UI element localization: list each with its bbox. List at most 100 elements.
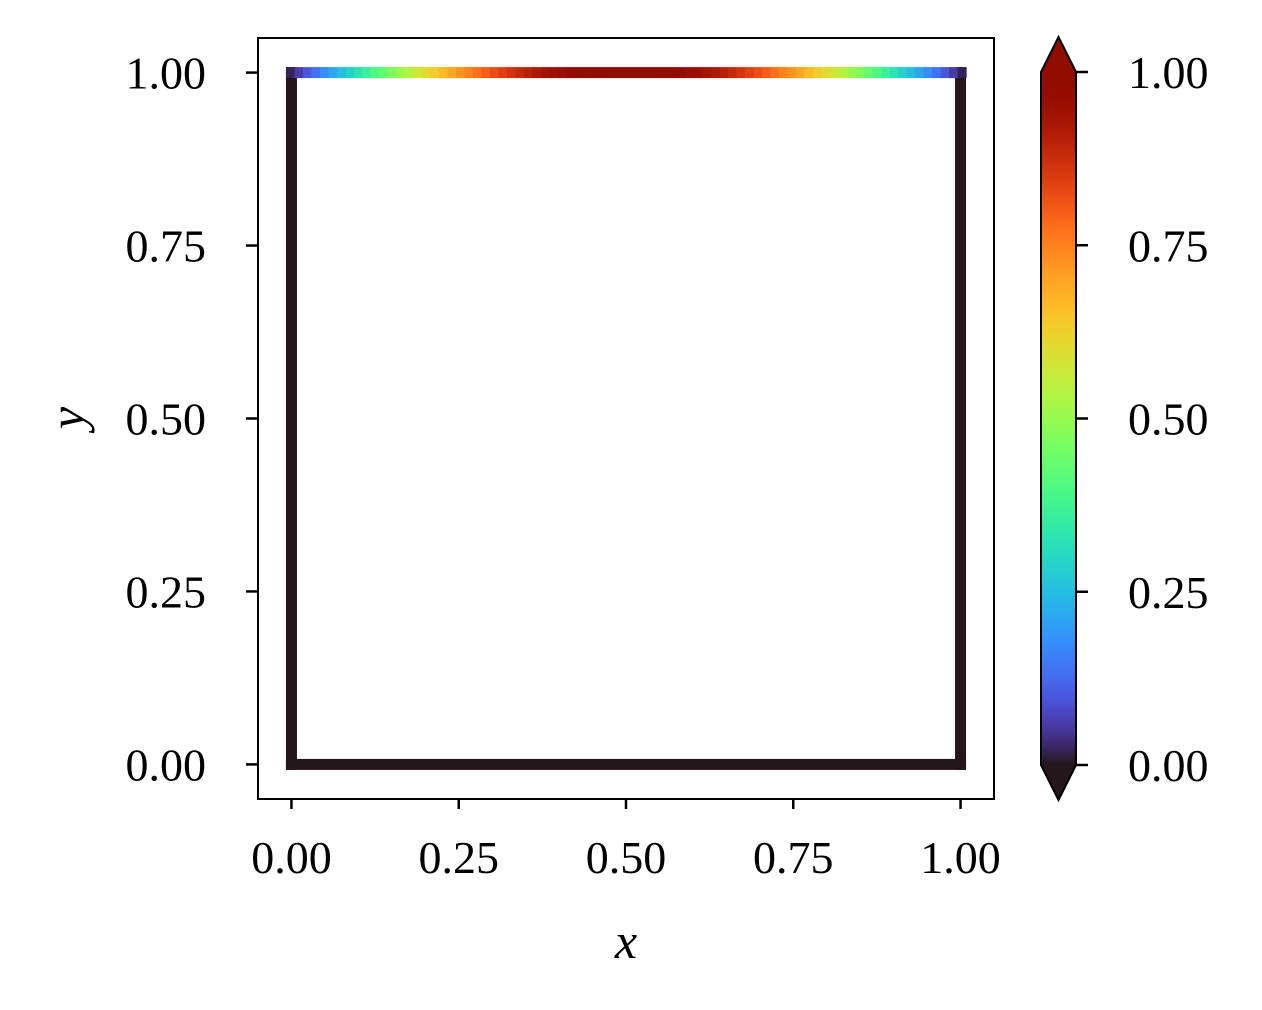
bottom-boundary (285, 758, 967, 770)
colorbar-tick-label: 1.00 (1128, 47, 1209, 98)
top-boundary-point (404, 67, 415, 79)
top-boundary-point (745, 67, 755, 79)
colorbar-tick-label: 0.50 (1128, 394, 1209, 445)
top-boundary-point (421, 67, 432, 79)
top-boundary-point (336, 67, 347, 79)
x-tick-label: 0.25 (418, 832, 499, 883)
top-boundary-point (770, 67, 780, 79)
top-boundary-point (864, 67, 874, 79)
y-tick-label: 0.75 (126, 221, 207, 272)
top-boundary-point (881, 67, 891, 79)
top-boundary-point (898, 67, 908, 79)
y-tick-label: 0.50 (126, 394, 207, 445)
plot-area (257, 37, 995, 800)
x-axis-label: x (614, 913, 637, 969)
top-boundary-point (847, 67, 857, 79)
top-boundary-point (345, 67, 355, 79)
top-boundary-point (932, 67, 942, 79)
top-boundary-point (923, 67, 933, 79)
right-boundary (955, 67, 967, 770)
top-boundary-point (362, 67, 372, 79)
colorbar-extend-max (1041, 37, 1076, 72)
y-tick-label: 1.00 (126, 48, 207, 99)
top-boundary-point (872, 67, 882, 79)
y-tick-label: 0.25 (126, 566, 207, 617)
top-boundary-point (430, 67, 440, 79)
colorbar-tick-label: 0.75 (1128, 220, 1209, 271)
axis-ticks: 0.00 0.00 0.25 0.25 0.50 0.50 0.75 0.75 1.00 1.00 (126, 48, 1001, 883)
top-boundary-point (634, 67, 644, 79)
top-boundary-point (549, 67, 559, 79)
top-boundary-point (711, 67, 721, 79)
top-boundary-point (830, 67, 840, 79)
x-tick-label: 1.00 (920, 832, 1001, 883)
colorbar-tick-label: 0.25 (1128, 567, 1209, 618)
top-boundary-point (302, 67, 313, 79)
top-boundary-point (600, 67, 610, 79)
colorbar-extend-min (1041, 765, 1076, 800)
top-boundary-point (583, 67, 593, 79)
top-boundary-point (804, 67, 814, 79)
top-boundary-point (736, 67, 746, 79)
top-boundary-point (447, 67, 457, 79)
top-boundary-point (506, 67, 517, 79)
y-axis-label: y (39, 406, 95, 434)
top-boundary-point (796, 67, 806, 79)
top-boundary-point (328, 67, 338, 79)
top-boundary-point (608, 67, 619, 79)
top-boundary-point (455, 67, 466, 79)
top-boundary-point (387, 67, 398, 79)
top-boundary-point (762, 67, 772, 79)
top-boundary-point (660, 67, 670, 79)
top-boundary-point (523, 67, 534, 79)
top-boundary-point (591, 67, 602, 79)
top-boundary-point (574, 67, 585, 79)
top-boundary-point (668, 67, 678, 79)
top-boundary-point (319, 67, 330, 79)
colorbar-tick-label: 0.00 (1128, 740, 1209, 791)
top-boundary-point (438, 67, 449, 79)
x-tick-label: 0.00 (251, 832, 332, 883)
top-boundary-point (311, 67, 321, 79)
top-boundary-point (694, 67, 704, 79)
colorbar-gradient (1041, 72, 1076, 765)
top-boundary-point (651, 67, 661, 79)
x-tick-label: 0.75 (753, 832, 834, 883)
top-boundary-point (532, 67, 542, 79)
top-boundary-point (413, 67, 423, 79)
top-boundary-point (481, 67, 491, 79)
colorbar: 0.00 0.25 0.50 0.75 1.00 (1040, 34, 1209, 803)
top-boundary-point (906, 67, 916, 79)
top-boundary-point (813, 67, 823, 79)
top-boundary-point (855, 67, 865, 79)
top-boundary-point (498, 67, 508, 79)
top-boundary-point (557, 67, 568, 79)
top-boundary-point (677, 67, 687, 79)
top-boundary-point (379, 67, 389, 79)
top-boundary-point (685, 67, 695, 79)
left-boundary (285, 67, 297, 770)
top-boundary-point (472, 67, 483, 79)
top-boundary-point (396, 67, 406, 79)
top-boundary-point (540, 67, 551, 79)
top-boundary-point (940, 67, 950, 79)
top-boundary-point (957, 67, 967, 79)
top-boundary-point (949, 67, 959, 79)
top-boundary-point (489, 67, 500, 79)
top-boundary-point (915, 67, 925, 79)
top-boundary-point (889, 67, 899, 79)
top-boundary-point (566, 67, 576, 79)
top-boundary-point (643, 67, 653, 79)
top-boundary-point (464, 67, 474, 79)
top-boundary-point (626, 67, 636, 79)
top-boundary-point (285, 67, 296, 79)
top-boundary-point (353, 67, 364, 79)
top-boundary-point (370, 67, 381, 79)
top-boundary-point (821, 67, 831, 79)
top-boundary-point (838, 67, 848, 79)
top-boundary-point (779, 67, 789, 79)
top-boundary-point (617, 67, 627, 79)
top-boundary-point (753, 67, 763, 79)
top-boundary-point (787, 67, 797, 79)
